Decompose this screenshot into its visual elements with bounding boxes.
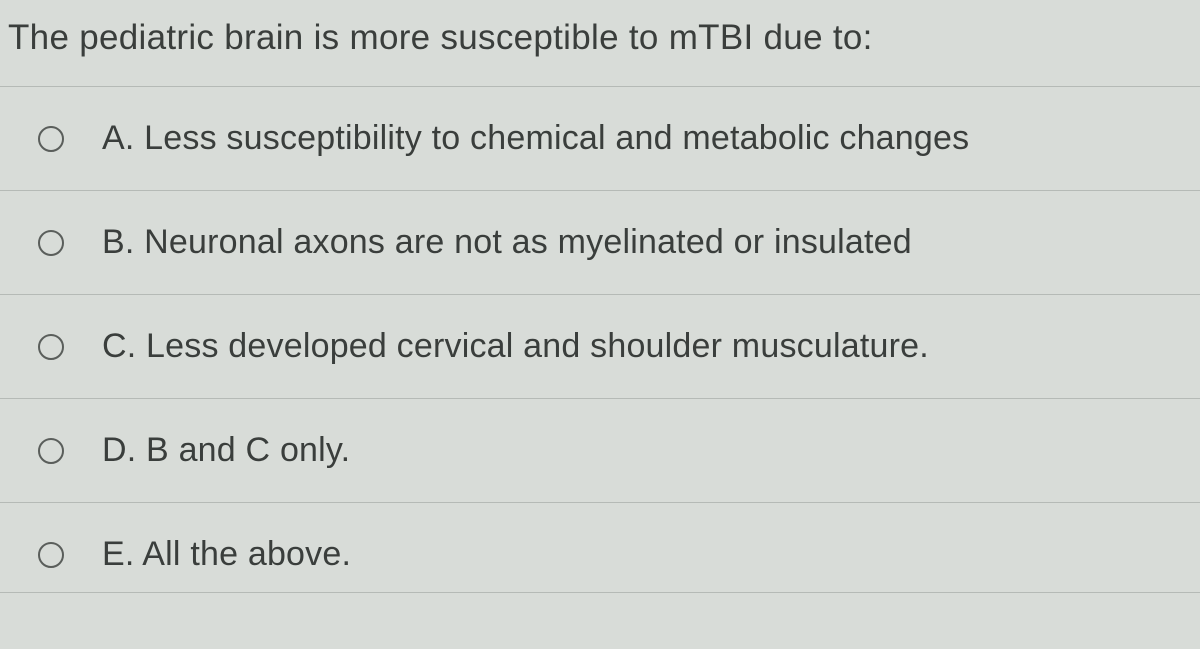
option-row-e[interactable]: E. All the above.: [0, 503, 1200, 593]
radio-icon[interactable]: [38, 542, 64, 568]
option-label: B. Neuronal axons are not as myelinated …: [102, 223, 912, 262]
question-text: The pediatric brain is more susceptible …: [0, 0, 1200, 86]
option-row-a[interactable]: A. Less susceptibility to chemical and m…: [0, 87, 1200, 191]
radio-icon[interactable]: [38, 334, 64, 360]
radio-icon[interactable]: [38, 230, 64, 256]
radio-icon[interactable]: [38, 438, 64, 464]
question-container: The pediatric brain is more susceptible …: [0, 0, 1200, 649]
option-label: D. B and C only.: [102, 431, 350, 470]
option-label: E. All the above.: [102, 535, 351, 574]
option-row-d[interactable]: D. B and C only.: [0, 399, 1200, 503]
radio-icon[interactable]: [38, 126, 64, 152]
option-row-c[interactable]: C. Less developed cervical and shoulder …: [0, 295, 1200, 399]
option-label: A. Less susceptibility to chemical and m…: [102, 119, 969, 158]
option-row-b[interactable]: B. Neuronal axons are not as myelinated …: [0, 191, 1200, 295]
option-label: C. Less developed cervical and shoulder …: [102, 327, 929, 366]
options-list: A. Less susceptibility to chemical and m…: [0, 86, 1200, 593]
